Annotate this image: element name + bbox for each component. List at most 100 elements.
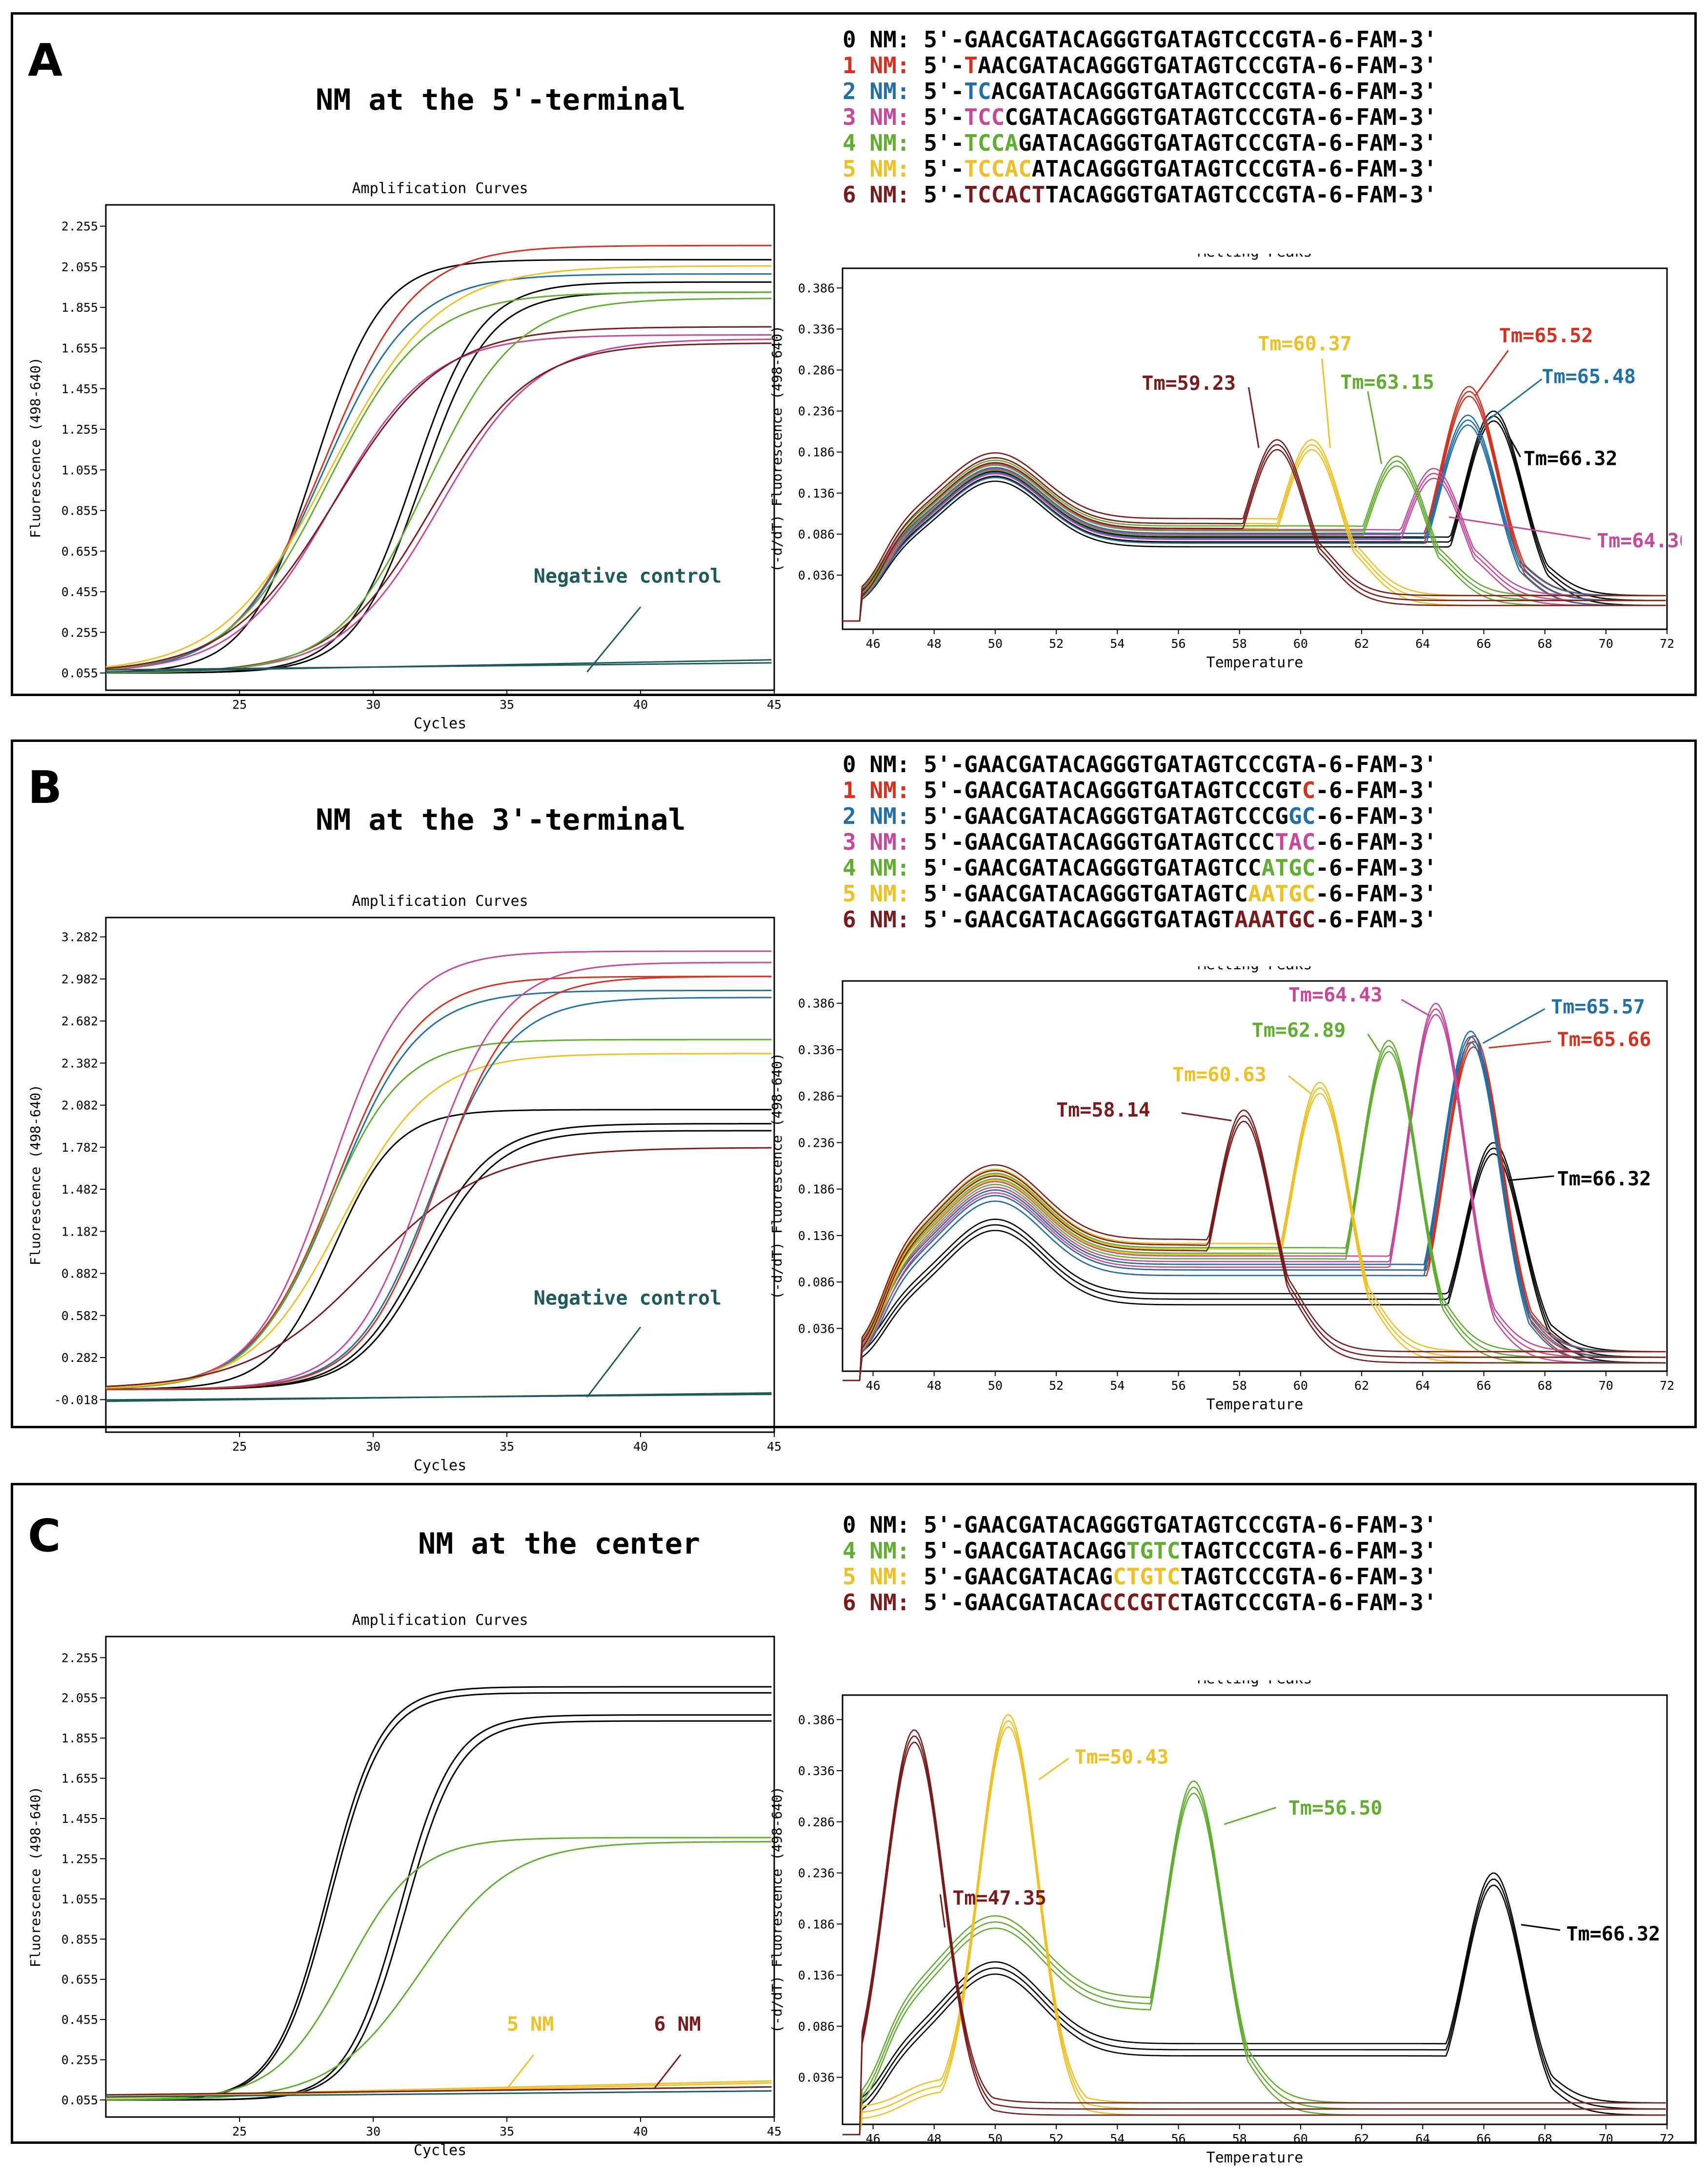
sequence-num: 4 bbox=[843, 1538, 856, 1564]
tm-label: Tm=59.23 bbox=[1142, 372, 1236, 395]
tm-label: Tm=65.52 bbox=[1499, 324, 1593, 347]
y-tick-label: 0.236 bbox=[798, 1866, 835, 1880]
y-tick-label: 0.855 bbox=[61, 1932, 98, 1946]
melting-curve bbox=[843, 1884, 1666, 2136]
amplification-curve bbox=[105, 950, 772, 1389]
melting-curve bbox=[843, 410, 1666, 622]
melting-curve bbox=[843, 1041, 1666, 1381]
sequence-sp bbox=[910, 1589, 924, 1616]
sequence-sp bbox=[856, 803, 870, 829]
sequence-pre: 5'-GAACGATACAGG bbox=[924, 1538, 1126, 1564]
tm-label: Tm=56.50 bbox=[1288, 1797, 1383, 1819]
series-group bbox=[105, 1686, 772, 2101]
tm-label: Tm=47.35 bbox=[952, 1887, 1046, 1910]
tm-leader bbox=[1224, 1807, 1277, 1825]
annotation-label: Negative control bbox=[534, 1287, 722, 1309]
sequence-row: 3 NM: 5'-GAACGATACAGGGTGATAGTCCCTAC-6-FA… bbox=[843, 829, 1437, 855]
tm-leader bbox=[1248, 387, 1260, 448]
x-tick-label: 66 bbox=[1476, 1379, 1491, 1393]
sequence-pre: 5'-GAACGATACAGGGTGATAGTCCCGTA bbox=[924, 751, 1316, 778]
sequence-sp bbox=[856, 104, 870, 130]
sequence-list: 0 NM: 5'-GAACGATACAGGGTGATAGTCCCGTA-6-FA… bbox=[843, 1512, 1437, 1616]
sequence-pre: 5'-GAACGATACAGGGTGATAGTCCCGT bbox=[924, 777, 1302, 803]
sequence-pre: 5'-GAACGATACA bbox=[924, 1589, 1100, 1616]
x-tick-label: 70 bbox=[1599, 2132, 1613, 2146]
sequence-mut: GC bbox=[1288, 803, 1316, 829]
y-tick-label: 0.655 bbox=[61, 1973, 98, 1987]
melting-curve bbox=[843, 1002, 1666, 1381]
y-tick-label: 2.682 bbox=[61, 1014, 98, 1028]
amplification-chart: Amplification Curves Fluorescence (498-64… bbox=[27, 893, 782, 1474]
panel-heading: NM at the center bbox=[418, 1527, 700, 1561]
tm-label: Tm=66.32 bbox=[1557, 1168, 1651, 1190]
amplification-chart: Amplification Curves Fluorescence (498-64… bbox=[27, 180, 782, 732]
y-tick-label: 0.455 bbox=[61, 2013, 98, 2027]
y-tick-label: 2.255 bbox=[61, 1651, 98, 1665]
sequence-num: 6 bbox=[843, 1589, 856, 1616]
melting-curve bbox=[843, 1872, 1666, 2136]
panel-a: A NM at the 5'-terminal 0 NM: 5'-GAACGAT… bbox=[11, 12, 1697, 732]
x-tick-label: 66 bbox=[1476, 2132, 1491, 2146]
x-axis-label: Temperature bbox=[1206, 2149, 1304, 2166]
tm-label: Tm=60.37 bbox=[1258, 333, 1352, 355]
x-tick-label: 35 bbox=[500, 2124, 514, 2138]
melting-curve bbox=[843, 1036, 1666, 1381]
sequence-nm: NM: bbox=[869, 130, 910, 156]
x-tick-label: 72 bbox=[1660, 1379, 1674, 1393]
sequence-row: 2 NM: 5'-TCACGATACAGGGTGATAGTCCCGTA-6-FA… bbox=[843, 79, 1437, 104]
sequence-row: 2 NM: 5'-GAACGATACAGGGTGATAGTCCCGGC-6-FA… bbox=[843, 803, 1437, 829]
amplification-curve bbox=[106, 298, 772, 674]
sequence-num: 1 bbox=[843, 52, 856, 79]
sequence-mut: ATGC bbox=[1261, 855, 1316, 881]
sequence-sp bbox=[856, 181, 870, 208]
amplification-curve bbox=[106, 339, 772, 674]
plot-frame bbox=[842, 980, 1668, 1372]
sequence-sp bbox=[910, 803, 924, 829]
x-tick-label: 72 bbox=[1660, 2132, 1674, 2146]
x-tick-label: 70 bbox=[1599, 637, 1613, 651]
x-tick-label: 60 bbox=[1293, 2132, 1308, 2146]
x-tick-label: 54 bbox=[1110, 2132, 1125, 2146]
y-tick-label: 0.055 bbox=[61, 2093, 98, 2107]
sequence-pre: 5'- bbox=[924, 52, 965, 79]
sequence-num: 2 bbox=[843, 803, 856, 829]
tm-label: Tm=65.66 bbox=[1557, 1028, 1651, 1051]
annotation-label: Negative control bbox=[534, 565, 722, 587]
sequence-sp bbox=[856, 880, 870, 907]
tm-label: Tm=63.15 bbox=[1340, 371, 1434, 394]
sequence-sp bbox=[856, 906, 870, 933]
y-tick-label: 0.336 bbox=[798, 1764, 835, 1778]
melting-curve bbox=[843, 1147, 1666, 1381]
tm-label: Tm=66.32 bbox=[1524, 448, 1618, 470]
sequence-sp bbox=[910, 1512, 924, 1538]
amplification-curve bbox=[106, 976, 772, 1390]
panel-label: B bbox=[28, 761, 62, 814]
sequence-nm: NM: bbox=[869, 855, 910, 881]
x-tick-label: 70 bbox=[1599, 1379, 1613, 1393]
sequence-list: 0 NM: 5'-GAACGATACAGGGTGATAGTCCCGTA-6-FA… bbox=[843, 752, 1437, 933]
sequence-mut: TGTC bbox=[1126, 1538, 1181, 1564]
tm-leader bbox=[1321, 358, 1331, 448]
y-tick-label: 0.282 bbox=[61, 1351, 98, 1365]
amplification-curve bbox=[105, 259, 772, 673]
melting-curve bbox=[843, 439, 1666, 622]
x-tick-label: 62 bbox=[1354, 637, 1369, 651]
tm-label: Tm=65.48 bbox=[1542, 365, 1636, 388]
melting-curve bbox=[843, 391, 1666, 622]
sequence-num: 3 bbox=[843, 104, 856, 130]
tm-label: Tm=64.36 bbox=[1597, 530, 1682, 552]
melting-curve bbox=[843, 1878, 1666, 2136]
annotation-leader bbox=[506, 2054, 534, 2090]
sequence-sp bbox=[856, 855, 870, 881]
amplification-curve bbox=[105, 244, 772, 671]
panel-label: A bbox=[28, 34, 63, 86]
x-tick-label: 52 bbox=[1049, 2132, 1064, 2146]
melting-curve bbox=[843, 1741, 1666, 2136]
y-tick-label: 0.386 bbox=[798, 1713, 835, 1727]
sequence-sp bbox=[856, 829, 870, 855]
x-axis-label: Cycles bbox=[414, 1457, 466, 1474]
sequence-nm: NM: bbox=[869, 829, 910, 855]
y-tick-label: 1.455 bbox=[61, 1812, 98, 1826]
sequence-sp bbox=[910, 1563, 924, 1590]
y-tick-label: 0.386 bbox=[798, 997, 835, 1011]
